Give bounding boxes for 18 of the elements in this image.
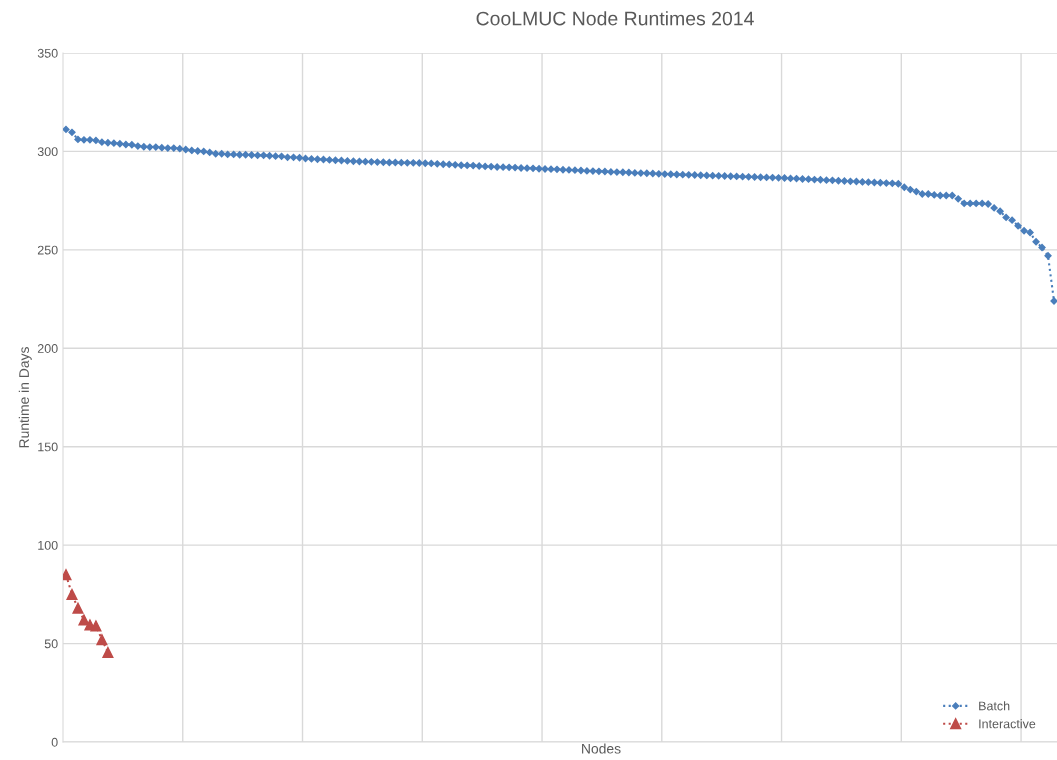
chart-title: CooLMUC Node Runtimes 2014 [476, 11, 754, 26]
y-tick-label: 200 [37, 344, 58, 353]
legend-label: Batch [979, 701, 1010, 711]
y-tick-label: 250 [37, 245, 58, 255]
point [66, 588, 78, 600]
y-tick-label: 300 [37, 147, 58, 157]
point [72, 602, 84, 614]
point [102, 646, 114, 658]
y-tick-label: 50 [44, 639, 58, 649]
y-tick-label: 150 [38, 442, 58, 452]
y-tick-label: 100 [38, 540, 58, 550]
point [96, 634, 108, 646]
y-axis-title: Runtime in Days [18, 347, 32, 448]
legend-label: Interactive [979, 719, 1036, 729]
point [90, 620, 102, 632]
y-tick-label: 0 [51, 737, 58, 747]
x-axis-title: Nodes [582, 743, 621, 754]
y-tick-label: 350 [37, 48, 58, 58]
